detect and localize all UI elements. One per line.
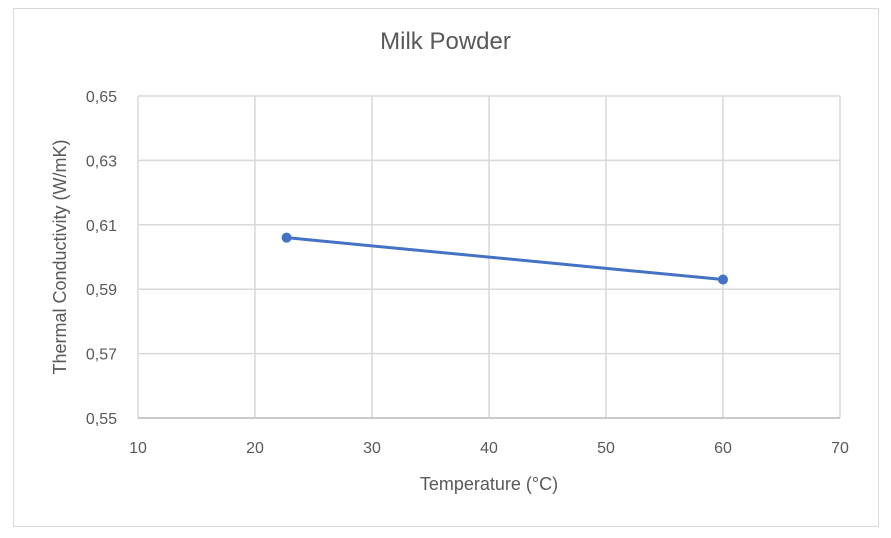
data-point-marker <box>281 232 292 243</box>
y-tick-label: 0,63 <box>86 153 117 170</box>
x-tick-label: 20 <box>246 440 264 457</box>
y-axis-ticks: 0,55 0,57 0,59 0,61 0,63 0,65 <box>86 89 117 428</box>
y-tick-label: 0,55 <box>86 411 117 428</box>
y-tick-label: 0,65 <box>86 89 117 106</box>
data-series <box>281 232 728 285</box>
chart-title: Milk Powder <box>380 28 511 55</box>
y-axis-label: Thermal Conductivity (W/mK) <box>50 139 70 374</box>
x-tick-label: 60 <box>714 440 732 457</box>
x-tick-label: 10 <box>129 440 147 457</box>
y-tick-label: 0,61 <box>86 218 117 235</box>
x-tick-label: 30 <box>363 440 381 457</box>
y-tick-label: 0,57 <box>86 347 117 364</box>
data-point-marker <box>718 274 728 285</box>
x-axis-ticks: 10 20 30 40 50 60 70 <box>129 440 849 457</box>
series-line <box>286 236 724 282</box>
gridlines <box>137 95 841 419</box>
y-tick-label: 0,59 <box>86 282 117 299</box>
chart-frame <box>13 8 879 527</box>
x-tick-label: 50 <box>597 440 615 457</box>
x-axis-label: Temperature (°C) <box>420 474 558 494</box>
x-tick-label: 70 <box>831 440 849 457</box>
x-tick-label: 40 <box>480 440 498 457</box>
